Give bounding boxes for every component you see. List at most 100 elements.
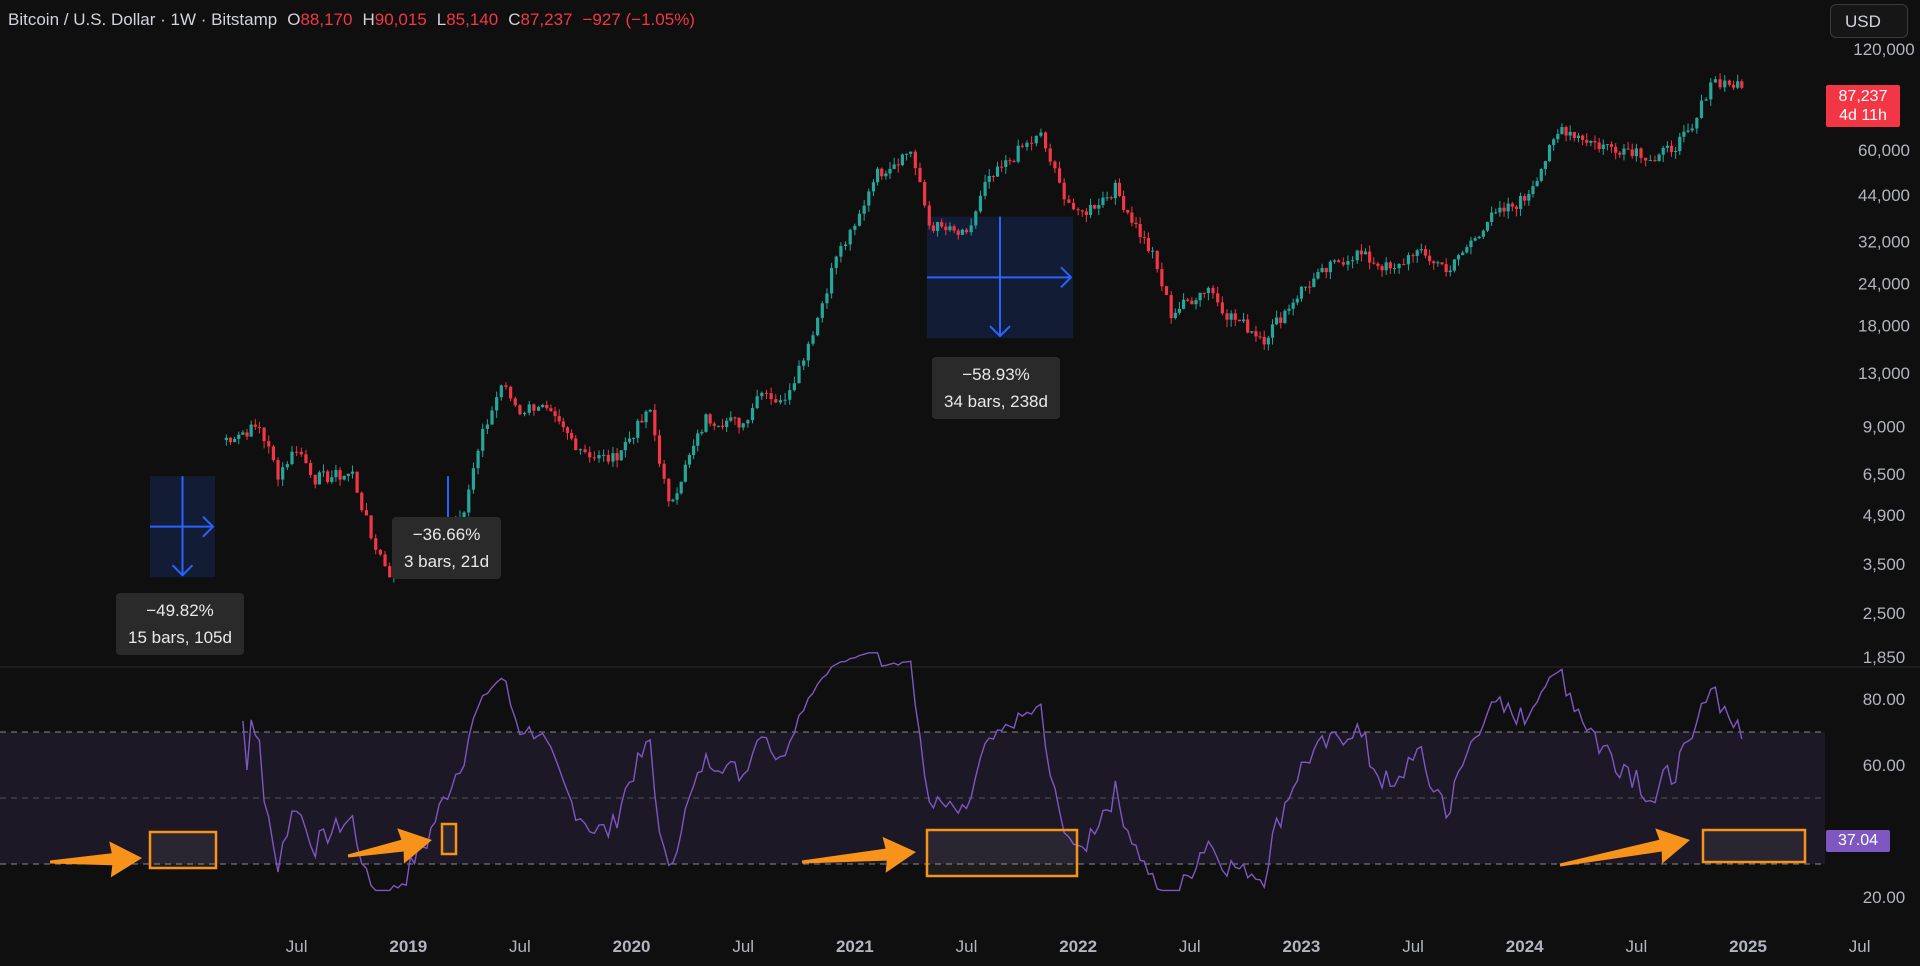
candle-body	[1406, 255, 1411, 265]
candle-body	[574, 438, 578, 451]
candle-body	[797, 365, 801, 384]
candle-body	[1723, 80, 1727, 88]
candle-body	[271, 446, 275, 460]
candle-body	[1138, 224, 1142, 238]
candle-body	[896, 164, 900, 166]
candle-body	[321, 471, 326, 473]
time-tick-label: 2023	[1283, 937, 1321, 956]
candle-body	[792, 383, 796, 391]
candle-body	[490, 410, 494, 425]
candle-body	[1291, 302, 1295, 309]
candle-body	[1456, 255, 1461, 260]
candle-body	[1198, 292, 1202, 301]
candle-body	[588, 452, 592, 458]
candle-body	[944, 226, 948, 231]
candle-body	[764, 392, 769, 394]
candle-body	[1299, 286, 1304, 299]
candle-body	[334, 470, 338, 478]
candle-body	[960, 229, 964, 235]
candle-body	[1560, 127, 1564, 134]
candle-body	[1686, 130, 1690, 132]
candle-body	[733, 417, 737, 419]
candle-body	[806, 343, 810, 361]
candle-body	[1411, 255, 1415, 257]
candle-body	[281, 467, 285, 480]
candle-body	[974, 211, 978, 226]
candle-body	[667, 478, 671, 502]
candle-body	[948, 226, 952, 231]
candle-body	[1444, 264, 1448, 273]
candle-body	[1130, 212, 1134, 223]
candle-body	[549, 408, 553, 412]
candle-body	[1618, 152, 1622, 155]
candle-body	[462, 512, 466, 518]
price-tick-label: 60,000	[1858, 141, 1910, 160]
rsi-axis[interactable]: 80.00 60.00 20.00	[1863, 690, 1906, 907]
candle-body	[1113, 182, 1117, 199]
candle-body	[583, 449, 587, 453]
candle-body	[233, 438, 237, 443]
symbol-header: Bitcoin / U.S. Dollar · 1W · Bitstamp O88…	[8, 10, 695, 30]
candle-body	[1605, 144, 1610, 146]
candle-body	[1262, 336, 1266, 345]
candle-body	[1572, 131, 1576, 139]
price-tick-label: 9,000	[1863, 417, 1906, 436]
candle-body	[619, 450, 623, 461]
candle-body	[623, 441, 627, 451]
candle-body	[299, 451, 303, 455]
time-axis[interactable]: Jul 2019 Jul 2020 Jul 2021 Jul 2022 Jul 2023 Jul 20…	[286, 937, 1920, 956]
candle-body	[862, 205, 866, 214]
candle-body	[1126, 209, 1130, 213]
candle-body	[1423, 249, 1428, 256]
candle-body	[262, 427, 266, 442]
last-price-badge: 87,237 4d 11h	[1826, 85, 1900, 127]
open-value: 88,170	[300, 10, 353, 29]
price-tick-label: 18,000	[1858, 316, 1910, 335]
candle-body	[1402, 263, 1406, 265]
measure-2018-arrow-down	[171, 564, 194, 577]
time-tick-label: Jul	[509, 937, 531, 956]
candle-body	[388, 566, 392, 578]
orange-arrow-shape	[347, 828, 432, 864]
candle-body	[783, 399, 787, 401]
candle-body	[1502, 207, 1506, 212]
price-axis[interactable]: 120,000 60,000 44,000 32,000 24,000 18,000 13,…	[1853, 40, 1914, 667]
orange-arrow-shape	[801, 836, 917, 873]
candle-body	[1448, 270, 1452, 273]
candle-body	[741, 423, 745, 428]
candle-body	[1740, 81, 1744, 88]
candle-body	[557, 416, 561, 422]
candle-body	[1564, 127, 1568, 136]
candle-body	[308, 463, 313, 475]
candle-body	[1568, 131, 1572, 136]
candle-body	[1699, 100, 1704, 118]
price-tick-label: 32,000	[1858, 233, 1910, 252]
candle-body	[636, 420, 640, 438]
candle-body	[1328, 261, 1332, 273]
currency-selector[interactable]: USD	[1830, 4, 1908, 38]
candle-body	[839, 246, 843, 257]
time-tick-label: 2024	[1506, 937, 1544, 956]
time-tick-label: 2022	[1059, 937, 1097, 956]
measure-change: −49.82%	[146, 601, 214, 620]
candle-body	[1043, 132, 1048, 149]
close-value: 87,237	[520, 10, 573, 29]
candle-body	[1211, 287, 1215, 294]
candle-body	[1415, 250, 1419, 256]
candle-body	[1527, 194, 1531, 201]
candle-body	[1376, 263, 1380, 267]
candle-body	[627, 438, 632, 442]
candle-body	[904, 153, 909, 155]
time-tick-label: Jul	[1402, 937, 1424, 956]
candle-body	[640, 420, 644, 423]
candlestick-series	[224, 73, 1744, 583]
candle-body	[245, 432, 249, 437]
candle-body	[1665, 145, 1669, 148]
rsi-value-badge: 37.04	[1826, 830, 1890, 852]
candle-body	[532, 404, 536, 411]
candle-body	[565, 427, 570, 433]
candle-body	[615, 453, 619, 461]
candle-body	[355, 471, 359, 493]
candle-body	[1498, 207, 1502, 213]
